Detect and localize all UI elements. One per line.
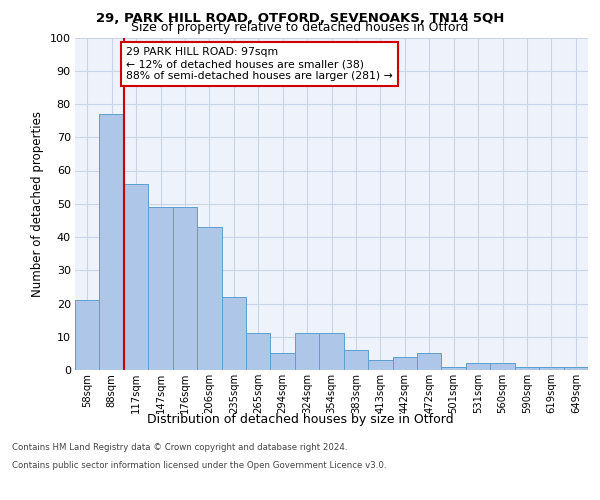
Bar [539,366,563,370]
Bar [271,354,295,370]
Bar [563,366,588,370]
Text: Contains HM Land Registry data © Crown copyright and database right 2024.: Contains HM Land Registry data © Crown c… [12,444,347,452]
Bar [197,227,221,370]
Bar [148,207,173,370]
Bar [515,366,539,370]
Bar [319,334,344,370]
Bar [246,334,271,370]
Text: 29, PARK HILL ROAD, OTFORD, SEVENOAKS, TN14 5QH: 29, PARK HILL ROAD, OTFORD, SEVENOAKS, T… [96,12,504,24]
Bar [442,366,466,370]
Bar [75,300,100,370]
Text: Distribution of detached houses by size in Otford: Distribution of detached houses by size … [146,412,454,426]
Bar [173,207,197,370]
Bar [295,334,319,370]
Y-axis label: Number of detached properties: Number of detached properties [31,111,44,296]
Text: Contains public sector information licensed under the Open Government Licence v3: Contains public sector information licen… [12,461,386,470]
Bar [368,360,392,370]
Bar [392,356,417,370]
Bar [466,364,490,370]
Bar [417,354,442,370]
Text: 29 PARK HILL ROAD: 97sqm
← 12% of detached houses are smaller (38)
88% of semi-d: 29 PARK HILL ROAD: 97sqm ← 12% of detach… [127,48,393,80]
Bar [221,297,246,370]
Text: Size of property relative to detached houses in Otford: Size of property relative to detached ho… [131,22,469,35]
Bar [344,350,368,370]
Bar [490,364,515,370]
Bar [100,114,124,370]
Bar [124,184,148,370]
